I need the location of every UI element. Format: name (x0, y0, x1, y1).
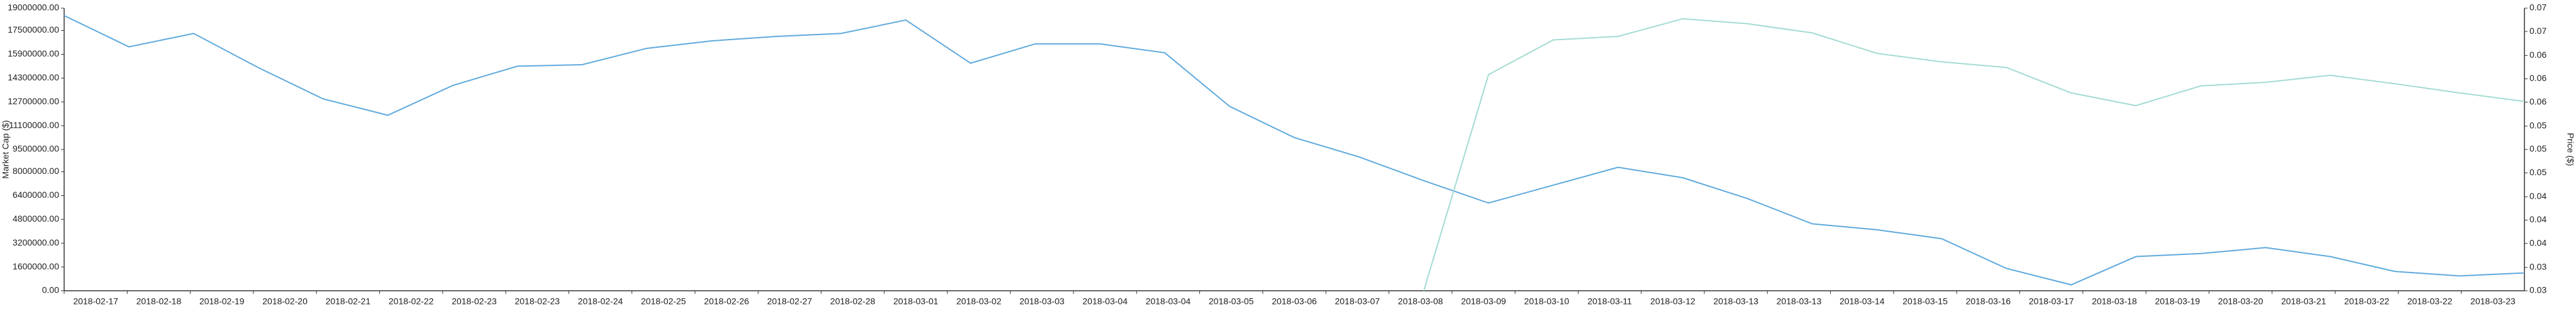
y2-tick-label: 0.06 (2529, 96, 2546, 106)
y-tick-label: 6400000.00 (13, 190, 59, 200)
x-tick-label: 2018-03-20 (2218, 296, 2263, 306)
x-tick-label: 2018-03-09 (1461, 296, 1506, 306)
x-tick-label: 2018-03-16 (1966, 296, 2011, 306)
x-tick-label: 2018-02-20 (262, 296, 308, 306)
y-tick-label: 19000000.00 (8, 3, 59, 13)
y-tick-label: 12700000.00 (8, 96, 59, 106)
y-tick-label: 8000000.00 (13, 166, 59, 176)
y-tick-label: 3200000.00 (13, 237, 59, 247)
x-tick-label: 2018-02-24 (578, 296, 623, 306)
x-tick-label: 2018-03-14 (1840, 296, 1885, 306)
y2-tick-label: 0.04 (2529, 191, 2546, 201)
x-tick-label: 2018-03-04 (1082, 296, 1128, 306)
y2-tick-label: 0.07 (2529, 3, 2546, 13)
y-tick-label: 9500000.00 (13, 144, 59, 154)
y2-tick-label: 0.05 (2529, 167, 2546, 177)
x-tick-label: 2018-03-18 (2092, 296, 2137, 306)
x-tick-label: 2018-02-22 (389, 296, 434, 306)
x-tick-label: 2018-03-07 (1335, 296, 1380, 306)
x-tick-label: 2018-03-01 (893, 296, 938, 306)
y2-tick-label: 0.05 (2529, 121, 2546, 131)
y2-tick-label: 0.03 (2529, 285, 2546, 295)
y-tick-label: 15900000.00 (8, 48, 59, 58)
x-tick-label: 2018-02-17 (73, 296, 118, 306)
y2-tick-label: 0.04 (2529, 214, 2546, 224)
x-tick-label: 2018-03-12 (1650, 296, 1696, 306)
y2-tick-label: 0.04 (2529, 237, 2546, 247)
x-tick-label: 2018-03-02 (957, 296, 1002, 306)
x-tick-label: 2018-03-04 (1146, 296, 1191, 306)
y-tick-label: 4800000.00 (13, 214, 59, 224)
series-line (64, 14, 2525, 286)
x-tick-label: 2018-03-08 (1398, 296, 1443, 306)
y2-tick-label: 0.06 (2529, 50, 2546, 60)
y2-tick-label: 0.05 (2529, 144, 2546, 154)
x-tick-label: 2018-03-10 (1524, 296, 1569, 306)
x-tick-label: 2018-03-13 (1777, 296, 1822, 306)
x-tick-label: 2018-02-28 (830, 296, 875, 306)
y-tick-label: 11100000.00 (9, 120, 59, 130)
x-tick-label: 2018-03-15 (1902, 296, 1948, 306)
x-tick-label: 2018-03-21 (2281, 296, 2326, 306)
x-tick-label: 2018-02-23 (452, 296, 497, 306)
y2-axis-title: Price ($) (2565, 133, 2575, 166)
series-line (1423, 18, 2525, 291)
x-tick-label: 2018-03-22 (2344, 296, 2389, 306)
x-tick-label: 2018-03-05 (1209, 296, 1254, 306)
x-tick-label: 2018-03-13 (1713, 296, 1758, 306)
x-tick-label: 2018-02-23 (514, 296, 560, 306)
x-tick-label: 2018-02-21 (326, 296, 371, 306)
x-tick-label: 2018-02-18 (136, 296, 182, 306)
y-axis-title: Market Cap ($) (1, 120, 11, 178)
x-tick-label: 2018-03-19 (2155, 296, 2200, 306)
y2-tick-label: 0.03 (2529, 262, 2546, 272)
x-tick-label: 2018-02-26 (704, 296, 749, 306)
x-tick-label: 2018-03-23 (2470, 296, 2516, 306)
x-tick-label: 2018-03-17 (2029, 296, 2074, 306)
x-tick-label: 2018-02-25 (641, 296, 686, 306)
x-tick-label: 2018-03-22 (2407, 296, 2453, 306)
x-tick-label: 2018-03-03 (1019, 296, 1065, 306)
y-tick-label: 14300000.00 (8, 72, 59, 82)
y2-tick-label: 0.07 (2529, 26, 2546, 36)
x-tick-label: 2018-03-11 (1587, 296, 1632, 306)
x-tick-label: 2018-03-06 (1272, 296, 1317, 306)
y-tick-label: 1600000.00 (13, 261, 59, 271)
x-tick-label: 2018-02-27 (767, 296, 813, 306)
x-tick-label: 2018-02-19 (199, 296, 245, 306)
y-tick-label: 0.00 (42, 285, 59, 295)
y-tick-label: 17500000.00 (8, 24, 59, 35)
y2-tick-label: 0.06 (2529, 73, 2546, 83)
